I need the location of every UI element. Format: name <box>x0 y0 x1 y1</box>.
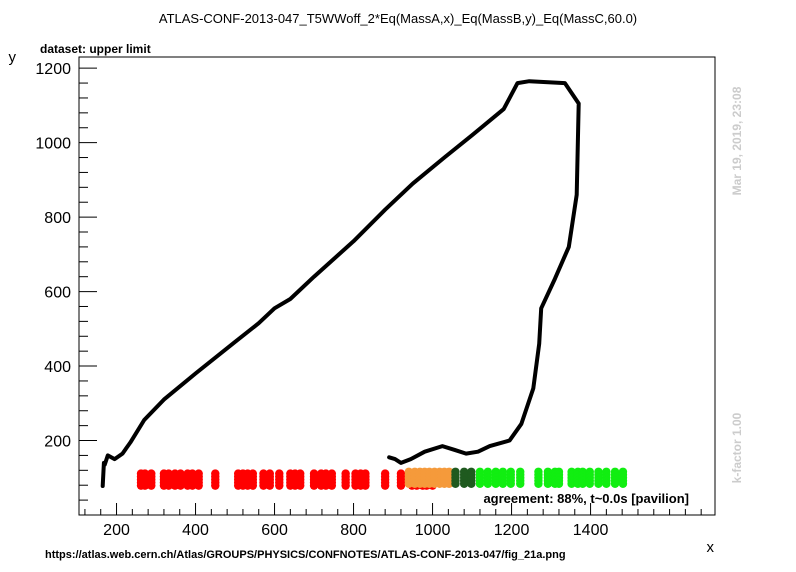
scatter-point <box>248 469 258 490</box>
x-tick-label: 1400 <box>573 522 609 539</box>
scatter-point <box>516 467 525 488</box>
scatter-point <box>164 469 173 490</box>
scatter-point <box>459 467 469 488</box>
scatter-point <box>265 469 274 490</box>
y-tick-label: 1000 <box>35 136 71 153</box>
axes: 200 400 600 800 1000 1200 1400 200 400 600 800 1000… <box>35 61 702 539</box>
scatter-point <box>543 467 553 488</box>
x-tick-label: 1000 <box>415 522 451 539</box>
scatter-point <box>194 469 203 490</box>
timestamp-text: Mar 19, 2019, 23:08 <box>730 86 744 195</box>
chart-title: ATLAS-CONF-2013-047_T5WWoff_2*Eq(MassA,x… <box>159 11 637 26</box>
scatter-point <box>396 469 406 490</box>
plot-marks <box>100 79 628 490</box>
scatter-point <box>275 469 284 490</box>
scatter-point <box>188 469 197 490</box>
scatter-point <box>534 467 543 488</box>
scatter-point <box>567 467 576 488</box>
scatter-point <box>444 467 454 488</box>
scatter-point <box>475 467 485 488</box>
chart-subtitle: dataset: upper limit <box>40 42 151 56</box>
scatter-point <box>309 469 319 490</box>
scatter-point <box>451 467 460 488</box>
k-factor-text: k-factor 1.00 <box>730 412 744 483</box>
y-tick-label: 400 <box>44 359 71 376</box>
scatter-point <box>498 467 508 488</box>
scatter-point <box>211 469 220 490</box>
scatter-point <box>610 467 620 488</box>
x-tick-label: 1200 <box>494 522 530 539</box>
x-tick-label: 800 <box>340 522 367 539</box>
scatter-point <box>554 467 564 488</box>
scatter-point <box>467 467 476 488</box>
scatter-point <box>380 469 390 490</box>
x-tick-label: 600 <box>261 522 288 539</box>
y-tick-label: 200 <box>44 434 71 451</box>
y-tick-label: 1200 <box>35 61 71 78</box>
x-axis-label: x <box>707 539 715 556</box>
x-tick-label: 200 <box>103 522 130 539</box>
scatter-point <box>602 467 611 488</box>
scatter-point <box>594 467 603 488</box>
y-axis-label: y <box>9 49 17 66</box>
scatter-point <box>296 469 305 490</box>
plot-frame <box>78 56 716 516</box>
scatter-point <box>140 469 150 490</box>
limit-contour-line <box>100 79 581 488</box>
y-tick-label: 800 <box>44 210 71 227</box>
scatter-point <box>483 467 493 488</box>
scatter-point <box>506 467 515 488</box>
y-tick-label: 600 <box>44 285 71 302</box>
scatter-point <box>578 467 587 488</box>
scatter-point <box>618 467 628 488</box>
agreement-status-text: agreement: 88%, t~0.0s [pavilion] <box>483 491 689 506</box>
scatter-point <box>585 467 594 488</box>
scatter-point <box>176 469 185 490</box>
scatter-point <box>341 469 350 490</box>
scatter-point <box>361 469 370 490</box>
scatter-point <box>147 469 156 490</box>
x-tick-label: 400 <box>182 522 209 539</box>
scatter-point <box>327 469 337 490</box>
source-url: https://atlas.web.cern.ch/Atlas/GROUPS/P… <box>45 549 566 561</box>
scatter-point <box>259 469 268 490</box>
scatter-point <box>491 467 500 488</box>
